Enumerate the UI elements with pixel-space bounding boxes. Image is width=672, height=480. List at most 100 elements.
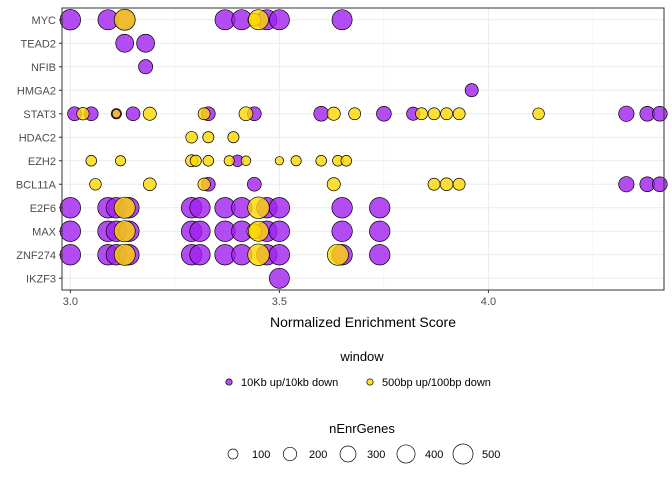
data-point — [59, 197, 81, 219]
data-point — [440, 107, 453, 121]
data-point — [369, 197, 391, 219]
data-point — [247, 243, 270, 266]
y-tick-label: HMGA2 — [17, 85, 56, 97]
data-point — [326, 177, 341, 192]
y-tick-label: MYC — [32, 15, 57, 27]
data-points — [59, 8, 668, 289]
data-point — [189, 244, 211, 266]
series-500bp — [76, 8, 545, 266]
data-point — [274, 156, 284, 166]
data-point — [113, 8, 136, 31]
data-point — [268, 220, 290, 242]
data-point — [125, 106, 141, 122]
data-point — [59, 9, 81, 31]
x-tick-label: 3.5 — [272, 296, 287, 308]
panel-border — [61, 7, 665, 291]
y-tick-label: MAX — [32, 226, 57, 238]
y-tick-label: IKZF3 — [26, 273, 56, 285]
y-tick-label: ZNF274 — [16, 250, 56, 262]
data-point — [59, 244, 81, 266]
data-point — [227, 131, 240, 144]
data-point — [89, 178, 102, 191]
legend-key — [366, 378, 374, 386]
data-point — [652, 105, 668, 122]
legend-label: 500bp up/100bp down — [382, 377, 491, 389]
size-legend-entry: 100 — [227, 448, 270, 461]
legend-label: 10Kb up/10kb down — [241, 377, 338, 389]
data-point — [59, 220, 81, 242]
data-point — [248, 220, 269, 242]
y-tick-label: NFIB — [31, 62, 56, 74]
data-point — [240, 155, 252, 166]
data-point — [439, 177, 454, 192]
data-point — [315, 155, 327, 167]
x-axis-title: Normalized Enrichment Score — [270, 314, 456, 330]
color-legend-entry: 10Kb up/10kb down — [225, 377, 338, 389]
data-point — [189, 220, 211, 242]
legend-size-key — [396, 444, 416, 464]
size-legend-entry: 500 — [452, 443, 500, 465]
data-point — [268, 197, 290, 219]
y-tick-label: HDAC2 — [19, 132, 56, 144]
data-point — [197, 177, 211, 191]
data-point — [464, 83, 479, 98]
y-tick-label: STAT3 — [23, 109, 56, 121]
data-point — [369, 220, 391, 242]
data-point — [136, 33, 155, 53]
data-point — [76, 107, 90, 121]
data-point — [185, 131, 198, 144]
data-point — [268, 267, 290, 289]
legend-label: 300 — [367, 449, 385, 461]
legend-size-key — [227, 448, 239, 460]
data-point — [113, 196, 136, 219]
y-tick-label: BCL11A — [16, 179, 57, 191]
data-point — [223, 155, 235, 167]
size-legend-title: nEnrGenes — [329, 421, 395, 436]
data-point — [115, 33, 135, 53]
legend-key — [225, 378, 233, 386]
legend-size-key — [339, 445, 357, 463]
data-point — [452, 107, 466, 121]
data-point — [268, 244, 290, 266]
data-point — [369, 244, 391, 266]
y-tick-label: TEAD2 — [21, 38, 56, 50]
grid-lines — [62, 8, 664, 290]
data-point — [327, 243, 349, 266]
data-point — [142, 106, 157, 121]
data-point — [189, 197, 211, 219]
data-point — [197, 107, 211, 121]
size-legend-entry: 300 — [339, 445, 385, 463]
legend-size-key — [282, 446, 298, 462]
data-point — [532, 107, 545, 120]
data-point — [313, 105, 329, 122]
legend-label: 400 — [425, 449, 443, 461]
legends: window 10Kb up/10kb down 500bp up/100bp do… — [225, 349, 500, 465]
data-point — [331, 9, 353, 31]
y-tick-label: EZH2 — [28, 156, 56, 168]
data-point — [238, 106, 254, 122]
color-legend-entry: 500bp up/100bp down — [366, 377, 491, 389]
data-point — [415, 107, 428, 121]
x-tick-label: 4.0 — [481, 296, 496, 308]
data-point — [247, 176, 262, 192]
data-point — [113, 220, 136, 243]
data-point — [248, 9, 269, 31]
data-point — [202, 131, 215, 144]
data-point — [138, 59, 154, 75]
data-point — [427, 177, 441, 191]
data-point — [85, 155, 97, 167]
data-point — [618, 176, 635, 193]
data-point — [189, 154, 202, 167]
legend-size-key — [452, 443, 474, 465]
data-point — [376, 105, 392, 122]
size-legend-entry: 400 — [396, 444, 443, 464]
data-point — [331, 220, 353, 242]
axes: MYC TEAD2 NFIB HMGA2 STAT3 HDAC2 EZH2 BCL11A E2F… — [16, 15, 496, 308]
data-point — [202, 155, 215, 167]
data-point — [290, 155, 302, 167]
data-point — [452, 177, 466, 191]
data-point — [268, 9, 290, 31]
data-point — [115, 155, 126, 167]
data-point — [143, 177, 157, 192]
